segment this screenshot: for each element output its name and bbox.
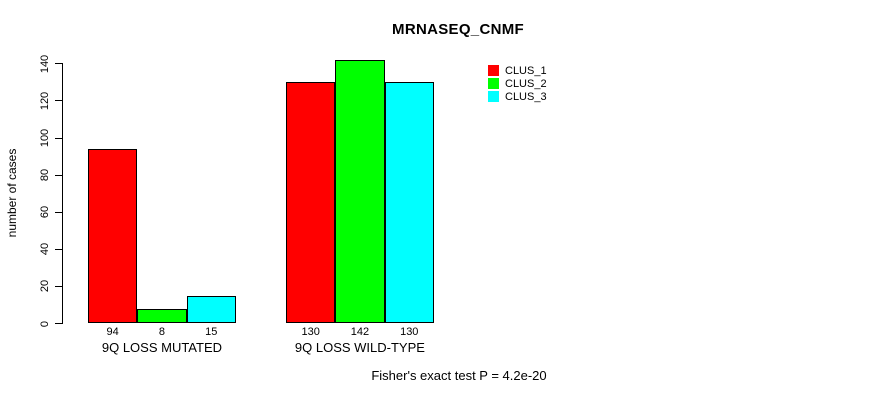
- y-tick-label-0: 0: [39, 320, 51, 327]
- y-tick-120: [55, 100, 62, 102]
- y-tick-label-40: 40: [39, 243, 51, 256]
- bar-clus-3-9q-loss-mutated: [186, 295, 236, 324]
- legend-label-clus-1: CLUS_1: [505, 64, 547, 77]
- chart-title: MRNASEQ_CNMF: [392, 21, 524, 38]
- y-tick-label-80: 80: [39, 168, 51, 182]
- y-axis-title: number of cases: [5, 148, 19, 238]
- legend-row-clus-2: CLUS_2: [488, 77, 547, 90]
- legend-label-clus-2: CLUS_2: [505, 77, 547, 90]
- legend-row-clus-1: CLUS_1: [488, 64, 547, 77]
- legend-row-clus-3: CLUS_3: [488, 90, 547, 103]
- legend-label-clus-3: CLUS_3: [505, 90, 547, 103]
- y-tick-60: [55, 211, 62, 213]
- bar-value-clus-2-9q-loss-mutated: 8: [158, 326, 165, 338]
- bar-clus-2-9q-loss-wild-type: [335, 60, 385, 324]
- legend: CLUS_1 CLUS_2 CLUS_3: [488, 64, 547, 103]
- bar-value-clus-2-9q-loss-wild-type: 142: [350, 326, 370, 338]
- category-label-9q-loss-wild-type: 9Q LOSS WILD-TYPE: [294, 340, 425, 355]
- bar-clus-2-9q-loss-mutated: [137, 308, 187, 324]
- y-tick-40: [55, 248, 62, 250]
- y-tick-label-100: 100: [39, 128, 51, 148]
- bar-value-clus-1-9q-loss-wild-type: 130: [301, 326, 320, 338]
- bar-value-clus-3-9q-loss-wild-type: 130: [400, 326, 419, 338]
- y-tick-80: [55, 174, 62, 176]
- bar-clus-1-9q-loss-wild-type: [286, 82, 336, 324]
- y-tick-label-140: 140: [39, 54, 51, 73]
- y-tick-0: [55, 323, 62, 324]
- y-axis-line: [62, 63, 63, 324]
- y-tick-label-120: 120: [39, 91, 51, 111]
- bar-value-clus-3-9q-loss-mutated: 15: [205, 326, 218, 338]
- y-tick-label-60: 60: [39, 206, 51, 219]
- bar-value-clus-1-9q-loss-mutated: 94: [106, 326, 119, 338]
- bar-clus-1-9q-loss-mutated: [88, 149, 138, 324]
- y-tick-140: [55, 63, 62, 65]
- fisher-test-annotation: Fisher's exact test P = 4.2e-20: [371, 368, 547, 383]
- y-tick-100: [55, 137, 62, 139]
- legend-swatch-clus-2: [488, 78, 499, 89]
- legend-swatch-clus-1: [488, 65, 499, 76]
- bar-clus-3-9q-loss-wild-type: [384, 82, 434, 324]
- legend-swatch-clus-3: [488, 91, 499, 102]
- y-tick-label-20: 20: [39, 280, 51, 293]
- y-tick-20: [55, 285, 62, 287]
- category-label-9q-loss-mutated: 9Q LOSS MUTATED: [101, 340, 223, 355]
